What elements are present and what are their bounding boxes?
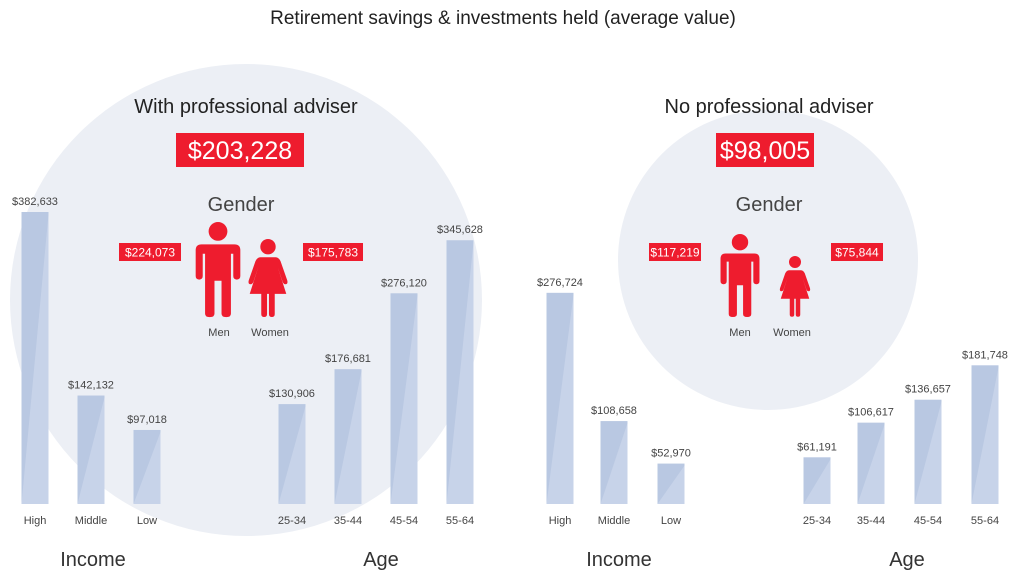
bar-shading (857, 424, 885, 504)
panel-no-adviser: $276,724 High $108,658 Middle $52,970 Low Inco… (537, 96, 1008, 571)
men-average-tag: $224,073 (119, 243, 181, 261)
men-average: $224,073 (125, 245, 175, 259)
bar-value-label: $276,724 (537, 277, 583, 289)
group-label: Income (60, 549, 126, 571)
bar-category-label: 25-34 (803, 515, 831, 527)
bar-value-label: $345,628 (437, 224, 483, 236)
bar-value-label: $106,617 (848, 407, 894, 419)
overall-average-tag: $203,228 (176, 133, 304, 167)
bar-category-label: 35-44 (334, 515, 362, 527)
group-label: Age (889, 549, 925, 571)
bar-shading (390, 295, 418, 504)
bar-shading (971, 367, 999, 504)
men-label: Men (729, 327, 750, 339)
men-label: Men (208, 327, 229, 339)
women-label: Women (251, 327, 289, 339)
bar-value-label: $97,018 (127, 414, 167, 426)
overall-average-tag-bg (716, 133, 814, 167)
bar-value-label: $61,191 (797, 441, 837, 453)
chart-title: Retirement savings & investments held (a… (270, 8, 736, 29)
gender-heading: Gender (736, 194, 803, 216)
bar-category-label: Middle (75, 515, 107, 527)
bar-category-label: Low (661, 515, 681, 527)
overall-average: $98,005 (720, 137, 810, 165)
bar-value-label: $181,748 (962, 349, 1008, 361)
women-average: $75,844 (835, 245, 879, 259)
women-average: $175,783 (308, 245, 358, 259)
bar-value-label: $136,657 (905, 384, 951, 396)
men-average-tag-bg (649, 243, 701, 261)
bar-category-label: High (24, 515, 47, 527)
bar-value-label: $52,970 (651, 448, 691, 460)
bar-category-label: High (549, 515, 572, 527)
women-average-tag: $175,783 (303, 243, 363, 261)
woman-icon-body (248, 257, 288, 317)
bar-shading (278, 406, 306, 504)
group-label: Income (586, 549, 652, 571)
women-average-tag-bg (303, 243, 363, 261)
bar-shading (334, 371, 362, 504)
bar-shading (133, 431, 161, 504)
bar-shading (546, 294, 574, 504)
man-icon-head (208, 222, 228, 241)
group-label: Age (363, 549, 399, 571)
man-icon-body (720, 253, 760, 318)
bar-category-label: 45-54 (914, 515, 942, 527)
men-average-tag-bg (119, 243, 181, 261)
man-icon-head (731, 234, 749, 251)
backdrop-circle (618, 110, 918, 410)
gender-heading: Gender (208, 194, 275, 216)
overall-average-tag-bg (176, 133, 304, 167)
bar-value-label: $176,681 (325, 353, 371, 365)
woman-icon (779, 256, 811, 317)
bar-value-label: $142,132 (68, 380, 114, 392)
backdrop-circle (10, 64, 482, 536)
woman-icon-body (779, 270, 811, 317)
woman-icon-head (789, 256, 801, 268)
panel-heading: No professional adviser (665, 96, 874, 118)
women-label: Women (773, 327, 811, 339)
woman-icon-head (260, 239, 276, 255)
bar-category-label: 55-64 (446, 515, 474, 527)
panel-heading: With professional adviser (134, 96, 358, 118)
men-average-tag: $117,219 (649, 243, 701, 261)
bar-shading (21, 214, 49, 504)
bar-category-label: 45-54 (390, 515, 418, 527)
bar-value-label: $276,120 (381, 277, 427, 289)
bar-shading (914, 401, 942, 504)
bar-shading (446, 242, 474, 504)
bar-shading (657, 465, 685, 504)
bar-value-label: $108,658 (591, 405, 637, 417)
bar-category-label: 55-64 (971, 515, 999, 527)
bar-category-label: Low (137, 515, 157, 527)
women-average-tag-bg (831, 243, 883, 261)
bar-value-label: $382,633 (12, 196, 58, 208)
overall-average-tag: $98,005 (716, 133, 814, 167)
bar-category-label: 25-34 (278, 515, 306, 527)
bar-shading (600, 423, 628, 504)
women-average-tag: $75,844 (831, 243, 883, 261)
bar-value-label: $130,906 (269, 388, 315, 400)
man-icon (720, 234, 760, 318)
bar-category-label: 35-44 (857, 515, 885, 527)
bar-shading (803, 459, 831, 504)
bar-shading (77, 397, 105, 504)
overall-average: $203,228 (188, 137, 292, 165)
men-average: $117,219 (650, 245, 699, 259)
bar-category-label: Middle (598, 515, 630, 527)
panel-with-adviser: $382,633 High $142,132 Middle $97,018 Low Inco… (10, 64, 483, 571)
woman-icon (248, 239, 288, 317)
